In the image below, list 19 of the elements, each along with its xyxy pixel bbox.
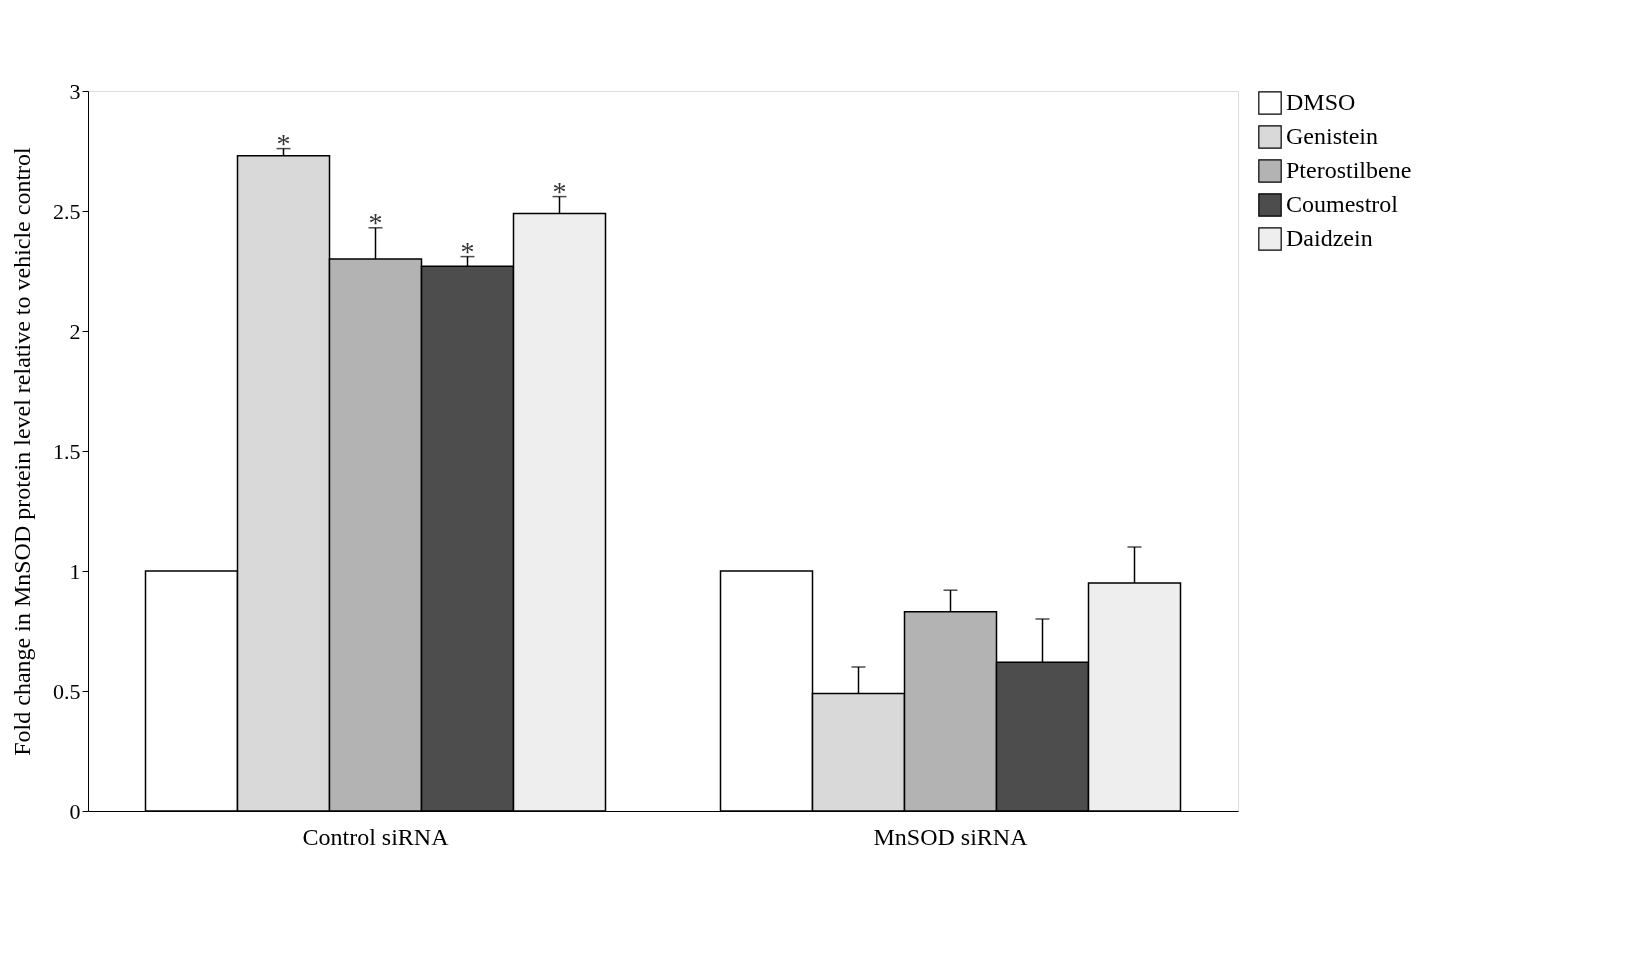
x-tick-label: Control siRNA	[302, 823, 450, 850]
data-label: *	[552, 175, 567, 207]
y-tick-label: 2.5	[53, 198, 81, 224]
y-tick-label: 0	[69, 798, 81, 824]
y-tick-label: 0.5	[53, 678, 81, 704]
y-tick-label: 1.5	[53, 438, 81, 464]
data-label: *	[460, 235, 475, 267]
y-tick-label: 2	[69, 318, 81, 344]
x-tick-label: MnSOD siRNA	[873, 823, 1029, 850]
legend-label: Pterostilbene	[1286, 157, 1412, 183]
data-label: *	[368, 206, 383, 238]
y-axis-title: Fold change in MnSOD protein level relative to vehicle control	[9, 146, 35, 756]
legend-label: DMSO	[1286, 89, 1356, 115]
legend-label: Coumestrol	[1286, 191, 1399, 217]
legend-label: Genistein	[1286, 123, 1378, 149]
y-tick-label: 3	[69, 78, 81, 104]
y-tick-label: 1	[69, 558, 81, 584]
legend-label: Daidzein	[1286, 225, 1373, 251]
data-label: *	[276, 127, 291, 159]
